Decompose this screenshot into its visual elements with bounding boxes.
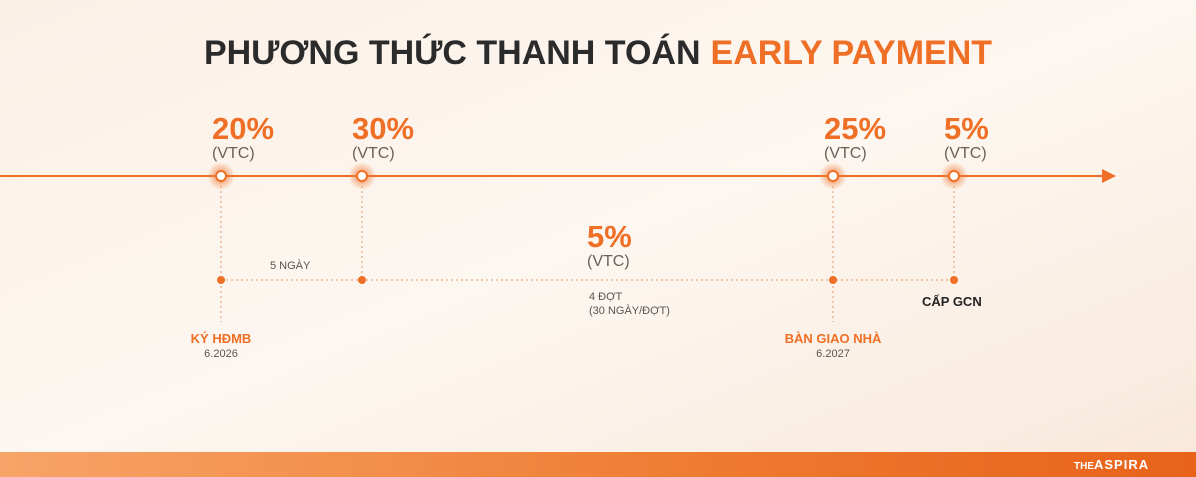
- milestone-percent: 20%: [212, 111, 274, 146]
- node: [819, 162, 847, 190]
- event-label: KÝ HĐMB: [191, 331, 252, 346]
- dot: [217, 276, 225, 284]
- title: PHƯƠNG THỨC THANH TOÁN EARLY PAYMENT: [204, 34, 992, 72]
- installment-percent: 5%: [587, 219, 632, 254]
- dot: [829, 276, 837, 284]
- lower-dots: [217, 276, 958, 284]
- gap-label: 5 NGÀY: [270, 259, 311, 272]
- milestone-note: (VTC): [352, 145, 395, 162]
- milestone-note: (VTC): [944, 145, 987, 162]
- dot: [950, 276, 958, 284]
- milestone-nodes: [207, 162, 968, 190]
- installment-count: 4 ĐỢT: [589, 291, 623, 303]
- logo-name: ASPIRA: [1094, 457, 1149, 472]
- milestone-percent: 25%: [824, 111, 886, 146]
- node: [348, 162, 376, 190]
- node: [940, 162, 968, 190]
- title-main: PHƯƠNG THỨC THANH TOÁN: [204, 34, 701, 72]
- milestone-note: (VTC): [824, 145, 867, 162]
- dot: [358, 276, 366, 284]
- milestone-percent: 30%: [352, 111, 414, 146]
- installment-interval: (30 NGÀY/ĐỢT): [589, 304, 670, 317]
- event-date: 6.2027: [816, 348, 850, 360]
- milestone-note: (VTC): [212, 145, 255, 162]
- event-label: CẤP GCN: [922, 294, 982, 309]
- node: [207, 162, 235, 190]
- milestone-percent: 5%: [944, 111, 989, 146]
- logo: THEASPIRA: [1074, 457, 1149, 472]
- logo-prefix: THE: [1074, 461, 1094, 472]
- title-highlight: EARLY PAYMENT: [711, 34, 993, 72]
- axis-arrow: [1102, 169, 1116, 183]
- event-label: BÀN GIAO NHÀ: [785, 331, 882, 346]
- footer-bar: [0, 452, 1196, 477]
- event-date: 6.2026: [204, 348, 238, 360]
- installment-note: (VTC): [587, 253, 630, 270]
